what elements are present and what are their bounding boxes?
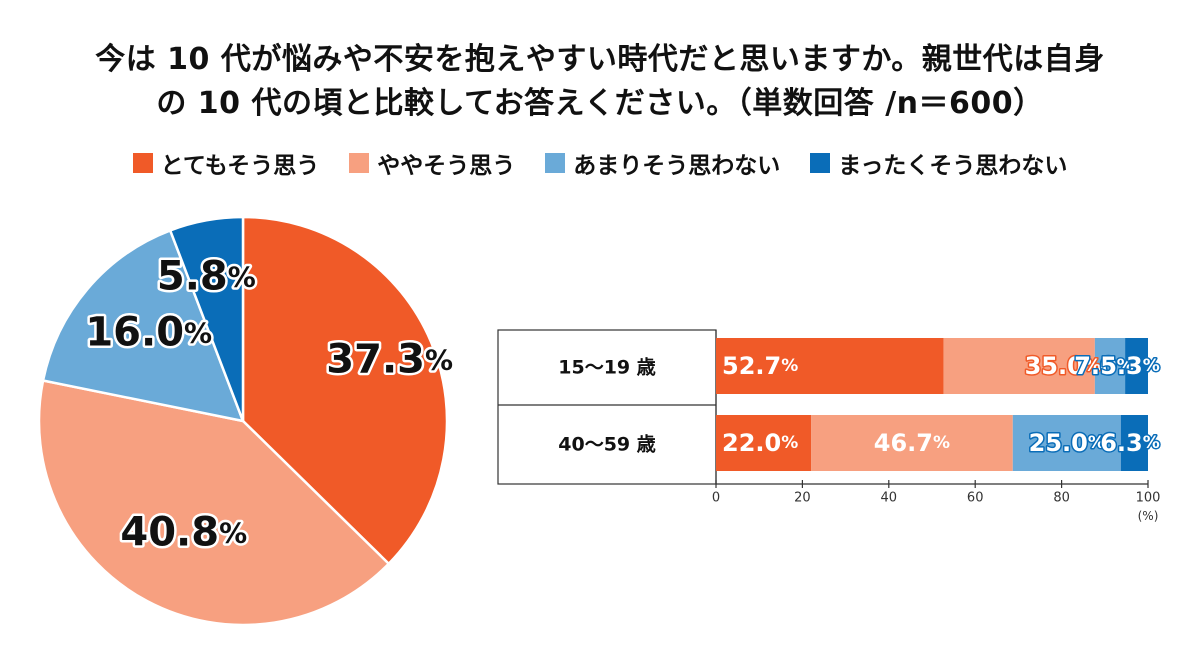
legend-label-not-at-all: まったくそう思わない (838, 153, 1068, 179)
legend-label-very-much: とてもそう思う (160, 153, 320, 179)
category-label-box (497, 329, 717, 485)
bar-segment-15-19-not-at-all (1125, 338, 1148, 394)
bar-segment-40-59-somewhat (811, 415, 1013, 471)
pie-label-not-at-all: 5.8% (157, 254, 256, 300)
bar-segment-15-19-very-much (716, 338, 944, 394)
bar-label-15-19-very-much: 52.7% (722, 352, 798, 380)
bar-segment-40-59-not-much (1012, 415, 1121, 471)
bar-category-label-40-59: 40〜59 歳 (558, 434, 656, 456)
bar-segment-15-19-not-much (1094, 338, 1126, 394)
pie-label-somewhat: 40.8% (120, 510, 247, 556)
bar-label-40-59-somewhat: 46.7% (874, 429, 950, 457)
bar-label-15-19-not-at-all: 5.3% (1100, 352, 1160, 380)
legend-item-somewhat: ややそう思う (349, 146, 515, 180)
x-tick-label-20: 20 (794, 491, 811, 506)
legend-item-very-much: とてもそう思う (132, 146, 320, 180)
legend: とてもそう思う ややそう思う あまりそう思わない まったくそう思わない (0, 146, 1200, 180)
bar-segment-40-59-very-much (716, 415, 812, 471)
bar-label-15-19-not-much: 7.0% (1074, 352, 1134, 380)
bar-segment-40-59-not-at-all (1120, 415, 1148, 471)
pie-slice-somewhat (37, 379, 391, 627)
legend-label-not-much: あまりそう思わない (573, 153, 781, 179)
legend-item-not-much: あまりそう思わない (545, 146, 780, 180)
bar-label-15-19-somewhat: 35.0% (1025, 352, 1101, 380)
x-axis-unit: (%) (1138, 509, 1159, 523)
chart-title-line-2: の 10 代の頃と比較してお答えください。（単数回答 /n＝600） (156, 86, 1044, 121)
x-tick-label-60: 60 (967, 491, 984, 506)
pie-label-very-much: 37.3% (326, 336, 453, 382)
legend-swatch-not-at-all (810, 153, 831, 173)
bar-label-40-59-not-much: 25.0% (1029, 429, 1105, 457)
pie-slice-not-at-all (168, 215, 245, 422)
pie-slice-not-much (41, 228, 245, 423)
legend-label-somewhat: ややそう思う (377, 153, 516, 179)
x-tick-label-80: 80 (1053, 491, 1070, 506)
legend-swatch-very-much (132, 153, 153, 173)
bar-label-40-59-not-at-all: 6.3% (1100, 429, 1160, 457)
bar-label-40-59-very-much: 22.0% (722, 429, 798, 457)
pie-label-not-much: 16.0% (85, 310, 212, 356)
legend-swatch-not-much (545, 153, 566, 173)
bar-segment-15-19-somewhat (943, 338, 1095, 394)
bar-category-label-15-19: 15〜19 歳 (558, 357, 656, 379)
legend-item-not-at-all: まったくそう思わない (810, 146, 1067, 180)
chart-title: 今は 10 代が悩みや不安を抱えやすい時代だと思いますか。親世代は自身 の 10… (0, 38, 1200, 126)
x-tick-label-0: 0 (712, 491, 720, 506)
x-tick-label-40: 40 (881, 491, 898, 506)
legend-swatch-somewhat (349, 153, 370, 173)
chart-title-line-1: 今は 10 代が悩みや不安を抱えやすい時代だと思いますか。親世代は自身 (95, 42, 1105, 77)
x-tick-label-100: 100 (1136, 491, 1161, 506)
pie-slice-very-much (241, 215, 449, 566)
